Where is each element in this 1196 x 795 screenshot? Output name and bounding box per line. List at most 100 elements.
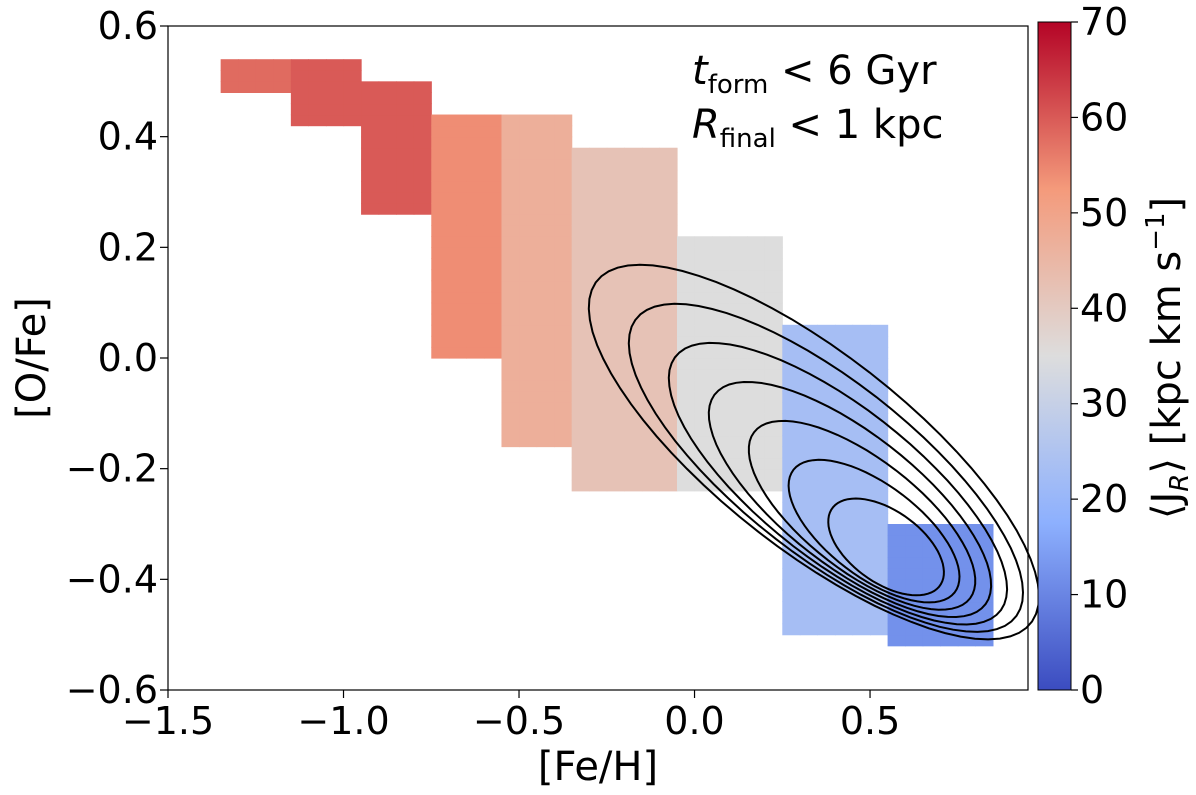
heatmap-cell-3 [483, 269, 503, 282]
heatmap-cell-6 [729, 413, 748, 425]
contour-level-3 [747, 419, 977, 611]
heatmap-cell-5 [641, 413, 661, 425]
heatmap-cell-5 [641, 192, 661, 204]
heatmap-cell-1 [308, 81, 327, 93]
heatmap-cell-7 [852, 557, 871, 569]
heatmap-cell-6 [676, 391, 696, 403]
heatmap-cell-6 [676, 291, 696, 304]
heatmap-cell-2 [413, 203, 432, 215]
heatmap-cell-2 [378, 147, 397, 160]
heatmap-cell-3 [483, 125, 503, 138]
heatmap-cell-3 [448, 313, 467, 326]
heatmap-cell-6 [764, 247, 783, 259]
heatmap-cell-5 [606, 402, 625, 414]
heatmap-cell-5 [641, 258, 661, 271]
heatmap-cell-4 [519, 358, 538, 370]
heatmap-cell-5 [659, 402, 678, 414]
heatmap-cell-7 [817, 524, 836, 536]
heatmap-cell-3 [466, 158, 485, 171]
heatmap-cell-6 [694, 313, 713, 326]
heatmap-cell-5 [571, 158, 590, 171]
heatmap-cell-0 [255, 59, 274, 71]
heatmap-cell-1 [290, 59, 310, 71]
heatmap-cell-4 [554, 269, 573, 282]
heatmap-cell-0 [273, 70, 292, 82]
heatmap-cell-4 [519, 192, 538, 204]
heatmap-cell-4 [554, 324, 573, 337]
heatmap-cell-7 [834, 535, 854, 547]
heatmap-cell-5 [624, 302, 643, 315]
heatmap-cell-5 [659, 324, 678, 337]
heatmap-cell-6 [694, 346, 713, 359]
heatmap-cell-5 [589, 280, 608, 293]
heatmap-cell-3 [448, 280, 467, 293]
heatmap-cell-3 [466, 236, 485, 248]
heatmap-cell-4 [536, 269, 555, 282]
heatmap-cell-7 [834, 612, 854, 625]
heatmap-cell-5 [624, 280, 643, 293]
heatmap-cell-5 [589, 358, 608, 370]
heatmap-cell-6 [712, 380, 731, 392]
heatmap-cell-7 [852, 391, 871, 403]
heatmap-cell-7 [817, 413, 836, 425]
heatmap-cell-3 [466, 291, 485, 304]
heatmap-cell-4 [501, 114, 520, 127]
heatmap-cell-8 [905, 557, 924, 569]
heatmap-cell-6 [747, 280, 766, 293]
heatmap-cell-4 [519, 402, 538, 414]
heatmap-cell-5 [624, 424, 643, 437]
heatmap-cell-3 [431, 114, 450, 127]
heatmap-cell-5 [571, 468, 590, 481]
heatmap-cell-6 [712, 324, 731, 337]
heatmap-cell-5 [589, 203, 608, 215]
heatmap-cell-7 [834, 413, 854, 425]
heatmap-cell-8 [975, 535, 994, 547]
heatmap-cell-6 [729, 369, 748, 381]
heatmap-cell-6 [764, 468, 783, 481]
heatmap-cell-5 [606, 247, 625, 259]
heatmap-cell-7 [799, 358, 818, 370]
heatmap-cell-1 [290, 103, 310, 116]
heatmap-cell-5 [589, 402, 608, 414]
heatmap-cell-4 [554, 147, 573, 160]
heatmap-cell-3 [483, 136, 503, 149]
heatmap-cell-4 [519, 380, 538, 392]
heatmap-cell-5 [624, 236, 643, 248]
heatmap-cell-5 [641, 225, 661, 237]
heatmap-cell-6 [676, 324, 696, 337]
heatmap-cell-6 [676, 346, 696, 359]
heatmap-cell-7 [834, 369, 854, 381]
heatmap-cell-4 [519, 369, 538, 381]
heatmap-cell-6 [694, 380, 713, 392]
heatmap-cell-6 [712, 479, 731, 492]
heatmap-cell-7 [799, 501, 818, 514]
heatmap-cell-7 [870, 535, 889, 547]
heatmap-cell-2 [378, 103, 397, 116]
heatmap-cell-5 [659, 435, 678, 448]
heatmap-cell-7 [782, 413, 801, 425]
heatmap-cell-8 [922, 590, 941, 603]
heatmap-cell-6 [712, 236, 731, 248]
heatmap-cell-6 [747, 358, 766, 370]
heatmap-cell-6 [729, 280, 748, 293]
heatmap-cell-5 [571, 479, 590, 492]
heatmap-cell-3 [466, 324, 485, 337]
heatmap-cell-7 [852, 623, 871, 636]
heatmap-cell-7 [852, 490, 871, 503]
heatmap-cell-5 [624, 313, 643, 326]
heatmap-cell-4 [536, 380, 555, 392]
heatmap-cell-4 [554, 335, 573, 348]
heatmap-cell-6 [747, 468, 766, 481]
heatmap-cell-4 [501, 324, 520, 337]
heatmap-cell-3 [448, 258, 467, 271]
heatmap-cell-7 [817, 402, 836, 414]
heatmap-cell-5 [571, 192, 590, 204]
heatmap-cell-8 [957, 557, 976, 569]
heatmap-cell-7 [834, 512, 854, 525]
heatmap-cell-5 [641, 313, 661, 326]
heatmap-cell-3 [448, 346, 467, 359]
heatmap-cell-8 [887, 568, 906, 580]
heatmap-cell-6 [712, 291, 731, 304]
heatmap-cell-5 [589, 247, 608, 259]
heatmap-cell-7 [870, 380, 889, 392]
